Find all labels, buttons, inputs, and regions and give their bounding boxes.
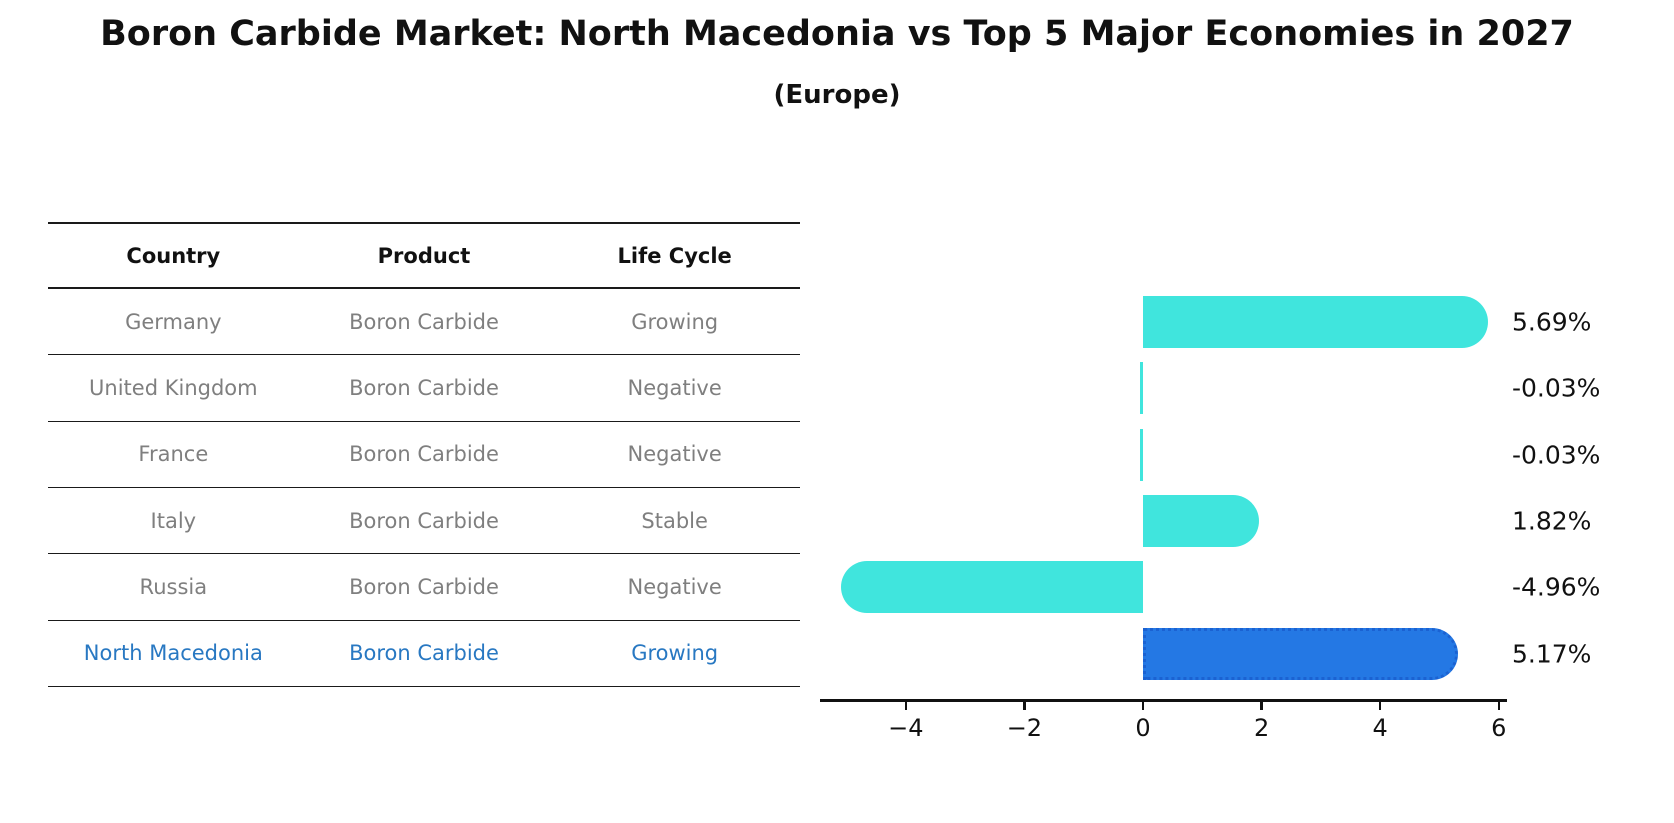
x-axis-tick-label: 6 <box>1491 714 1507 742</box>
bar-russia <box>840 561 1143 614</box>
table-row: Russia Boron Carbide Negative <box>48 554 800 621</box>
chart-subtitle: (Europe) <box>773 80 901 110</box>
bar-italy <box>1143 495 1259 548</box>
table-cell-life-cycle: Negative <box>627 574 722 599</box>
bar-value-label: -4.96% <box>1512 572 1601 602</box>
table-cell-product: Boron Carbide <box>349 375 499 400</box>
x-axis-tick <box>1023 701 1026 710</box>
table-header-cell: Product <box>377 243 471 268</box>
table-row: Germany Boron Carbide Growing <box>48 289 800 356</box>
x-axis-tick-label: 0 <box>1135 714 1151 742</box>
table-cell-country: United Kingdom <box>89 375 258 400</box>
table-cell-country: North Macedonia <box>83 641 263 666</box>
table-row: Italy Boron Carbide Stable <box>48 488 800 555</box>
table-header-cell: Country <box>126 243 221 268</box>
table-header-cell: Life Cycle <box>617 243 732 268</box>
table-body: Germany Boron Carbide Growing United Kingdo… <box>48 289 800 687</box>
x-axis-tick <box>1141 701 1145 710</box>
table-row: North Macedonia Boron Carbide Growing <box>48 621 800 687</box>
table-row: France Boron Carbide Negative <box>48 422 800 488</box>
table-cell-product: Boron Carbide <box>349 508 499 533</box>
x-axis-tick-label: 4 <box>1372 714 1388 742</box>
table-cell-country: Russia <box>139 574 208 599</box>
bar-north-macedonia <box>1143 627 1458 680</box>
table-cell-product: Boron Carbide <box>349 641 499 666</box>
x-axis-tick-label: −4 <box>888 714 924 742</box>
table-cell-product: Boron Carbide <box>349 309 499 334</box>
bar-value-label: 1.82% <box>1512 506 1592 536</box>
table-cell-life-cycle: Negative <box>627 442 722 467</box>
bar-value-label: 5.17% <box>1512 639 1592 669</box>
x-axis-tick <box>1260 701 1263 710</box>
table-cell-life-cycle: Growing <box>631 641 719 666</box>
x-axis-tick-label: −2 <box>1006 714 1043 742</box>
table-cell-product: Boron Carbide <box>349 574 499 599</box>
comparison-table: Country Product Life Cycle Germany Boron Ca… <box>48 222 800 687</box>
x-axis-line <box>820 699 1507 702</box>
table-cell-life-cycle: Growing <box>631 309 719 334</box>
table-cell-product: Boron Carbide <box>349 442 499 467</box>
x-axis-tick-label: 2 <box>1253 714 1270 742</box>
table-cell-country: France <box>138 442 209 467</box>
table-cell-life-cycle: Stable <box>641 508 708 533</box>
chart-title: Boron Carbide Market: North Macedonia vs… <box>100 14 1574 54</box>
bar-value-label: 5.69% <box>1512 307 1592 337</box>
bar-value-label: -0.03% <box>1512 440 1601 470</box>
table-header-row: Country Product Life Cycle <box>48 222 800 289</box>
table-cell-life-cycle: Negative <box>627 375 722 400</box>
table-row: United Kingdom Boron Carbide Negative <box>48 355 800 422</box>
x-axis-tick <box>904 701 908 710</box>
table-cell-country: Italy <box>150 508 197 533</box>
bar-germany <box>1143 296 1489 349</box>
x-axis-tick <box>1378 701 1382 710</box>
bar-united-kingdom <box>1140 362 1143 415</box>
bar-france <box>1140 428 1143 481</box>
x-axis-tick <box>1497 701 1501 710</box>
table-cell-country: Germany <box>125 309 222 334</box>
bar-value-label: -0.03% <box>1512 373 1601 403</box>
